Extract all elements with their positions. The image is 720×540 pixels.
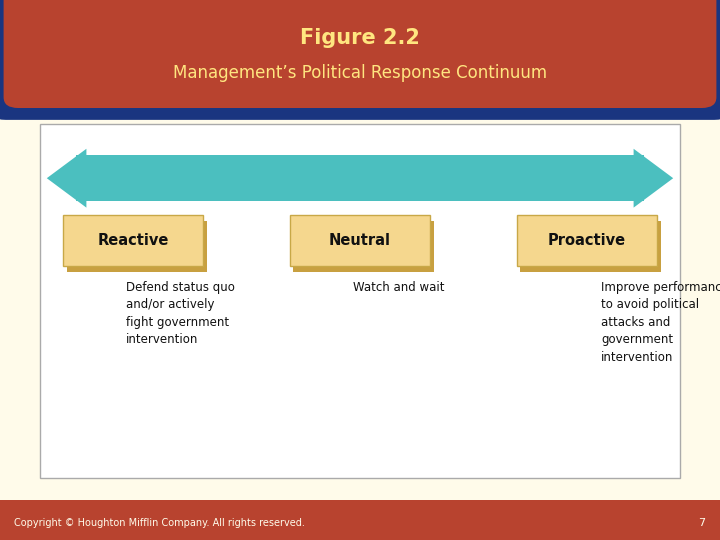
Text: Figure 2.2: Figure 2.2	[300, 28, 420, 48]
Text: Watch and wait: Watch and wait	[353, 281, 444, 294]
Text: Reactive: Reactive	[97, 233, 169, 248]
Text: 7: 7	[698, 518, 706, 528]
Text: Management’s Political Response Continuum: Management’s Political Response Continuu…	[173, 64, 547, 82]
Polygon shape	[47, 148, 86, 207]
FancyBboxPatch shape	[520, 221, 661, 272]
Text: Proactive: Proactive	[548, 233, 626, 248]
FancyBboxPatch shape	[4, 0, 716, 108]
FancyBboxPatch shape	[516, 214, 657, 266]
FancyBboxPatch shape	[289, 214, 430, 266]
FancyBboxPatch shape	[66, 221, 207, 272]
FancyBboxPatch shape	[294, 221, 433, 272]
FancyBboxPatch shape	[0, 0, 720, 120]
FancyBboxPatch shape	[40, 124, 680, 478]
Polygon shape	[634, 148, 673, 207]
FancyBboxPatch shape	[63, 214, 203, 266]
Text: Neutral: Neutral	[329, 233, 391, 248]
Text: Improve performance
to avoid political
attacks and
government
intervention: Improve performance to avoid political a…	[601, 281, 720, 364]
FancyBboxPatch shape	[0, 500, 720, 540]
Text: Copyright © Houghton Mifflin Company. All rights reserved.: Copyright © Houghton Mifflin Company. Al…	[14, 518, 305, 528]
FancyBboxPatch shape	[76, 156, 644, 201]
Text: Defend status quo
and/or actively
fight government
intervention: Defend status quo and/or actively fight …	[126, 281, 235, 346]
